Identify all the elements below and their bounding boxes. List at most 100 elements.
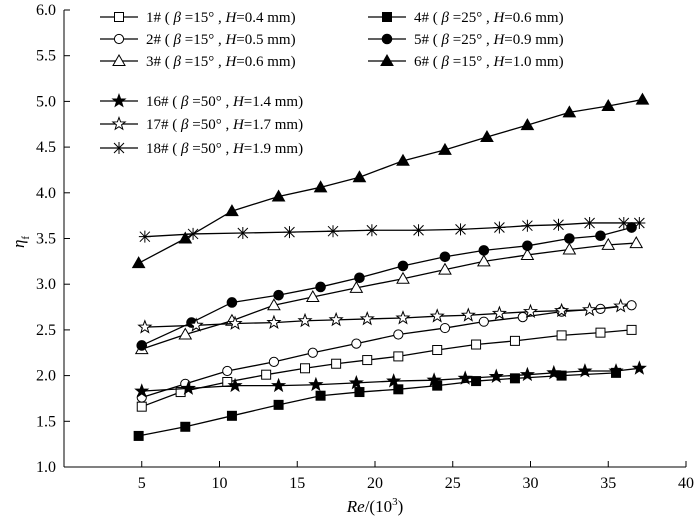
data-point: [331, 358, 342, 369]
data-point: [471, 376, 482, 387]
series-line: [144, 222, 640, 238]
series-6: [131, 92, 650, 269]
axes: 5 10 15 20 25 30 35 40 1.0 1.5 2.0 2.5 3.0 3.5 4.0 4.5 5…: [36, 2, 694, 492]
data-point: [546, 364, 562, 380]
data-point: [617, 216, 630, 229]
data-point: [133, 430, 144, 441]
data-point: [488, 368, 504, 383]
legend-label: 18# ( β =50° , H=1.9 mm): [146, 141, 303, 157]
legend-label: 4# ( β =25° , H=0.6 mm): [414, 10, 564, 26]
series-line: [141, 226, 632, 347]
data-point: [393, 351, 404, 362]
data-point: [273, 399, 284, 410]
data-point: [300, 363, 311, 374]
data-point: [520, 118, 535, 131]
data-point: [629, 236, 644, 249]
data-point: [178, 231, 193, 244]
data-point: [362, 355, 373, 366]
legend-marker: [380, 53, 394, 66]
data-point: [134, 383, 150, 398]
data-point: [521, 219, 534, 232]
data-point: [509, 335, 520, 346]
data-point: [359, 310, 375, 326]
series-18: [138, 216, 646, 243]
legend-marker: [111, 93, 127, 108]
data-point: [577, 363, 593, 378]
legend-label: 2# ( β =15° , H=0.5 mm): [146, 32, 296, 48]
y-tick-label: 1.0: [36, 459, 56, 476]
data-point: [626, 300, 637, 311]
series-3: [134, 236, 644, 355]
data-point: [180, 421, 191, 432]
data-point: [509, 373, 520, 384]
data-point: [460, 307, 476, 322]
legend-entry-2: 2# ( β =15° , H=0.5 mm): [100, 32, 296, 48]
data-point: [562, 105, 577, 118]
data-point: [386, 373, 402, 388]
x-tick-label: 25: [445, 475, 461, 492]
data-point: [222, 365, 233, 377]
legend-marker: [113, 33, 125, 45]
y-tick-label: 4.0: [36, 185, 56, 202]
y-tick-label: 6.0: [36, 2, 56, 19]
x-tick-label: 5: [138, 475, 146, 492]
data-point: [188, 317, 204, 332]
data-point: [393, 329, 404, 340]
data-point: [493, 221, 506, 234]
data-point: [595, 230, 606, 242]
data-point: [271, 189, 286, 202]
data-point: [297, 312, 313, 328]
data-point: [608, 363, 624, 378]
y-tick-label: 2.5: [36, 322, 56, 339]
data-point: [131, 256, 146, 269]
data-point: [554, 302, 570, 318]
data-point: [397, 260, 409, 272]
legend-entry-6: 6# ( β =15° , H=1.0 mm): [368, 53, 564, 70]
series-16: [134, 360, 647, 398]
data-point: [476, 254, 491, 267]
series-line: [138, 372, 617, 437]
legend-entry-16: 16# ( β =50° , H=1.4 mm): [100, 93, 303, 110]
legend-entry-17: 17# ( β =50° , H=1.7 mm): [100, 116, 303, 133]
legend-label: 5# ( β =25° , H=0.9 mm): [414, 32, 564, 48]
data-point: [271, 377, 287, 393]
data-point: [313, 180, 328, 193]
data-point: [491, 305, 507, 320]
data-point: [601, 98, 616, 111]
data-point: [273, 289, 284, 301]
data-point: [327, 225, 340, 238]
legend-label: 3# ( β =15° , H=0.6 mm): [146, 54, 296, 70]
data-point: [308, 376, 324, 392]
data-point: [365, 224, 378, 237]
data-point: [138, 230, 151, 243]
x-tick-label: 10: [212, 475, 228, 492]
data-point: [349, 280, 364, 293]
series-1: [136, 324, 637, 412]
data-point: [626, 324, 637, 335]
data-point: [396, 153, 410, 166]
data-point: [556, 330, 567, 341]
data-point: [520, 247, 535, 260]
data-point: [187, 227, 200, 240]
data-point: [635, 92, 650, 105]
x-axis-label: Re/(103): [346, 496, 404, 516]
data-point: [480, 130, 494, 143]
legend-entry-1: 1# ( β =15° , H=0.4 mm): [100, 10, 296, 26]
x-tick-label: 20: [367, 475, 383, 492]
data-point: [307, 347, 318, 358]
data-point: [137, 319, 153, 334]
data-point: [136, 340, 148, 351]
data-point: [393, 384, 404, 395]
data-point: [562, 242, 577, 255]
data-point: [178, 327, 193, 340]
data-point: [268, 356, 280, 367]
y-axis-label: ηf: [9, 236, 32, 248]
data-point: [432, 345, 443, 356]
plot-area: [131, 92, 650, 441]
legend-marker: [114, 12, 124, 22]
data-point: [354, 272, 365, 284]
data-point: [613, 298, 629, 313]
data-point: [315, 390, 326, 401]
legend-entry-3: 3# ( β =15° , H=0.6 mm): [100, 53, 296, 70]
data-point: [438, 262, 452, 275]
